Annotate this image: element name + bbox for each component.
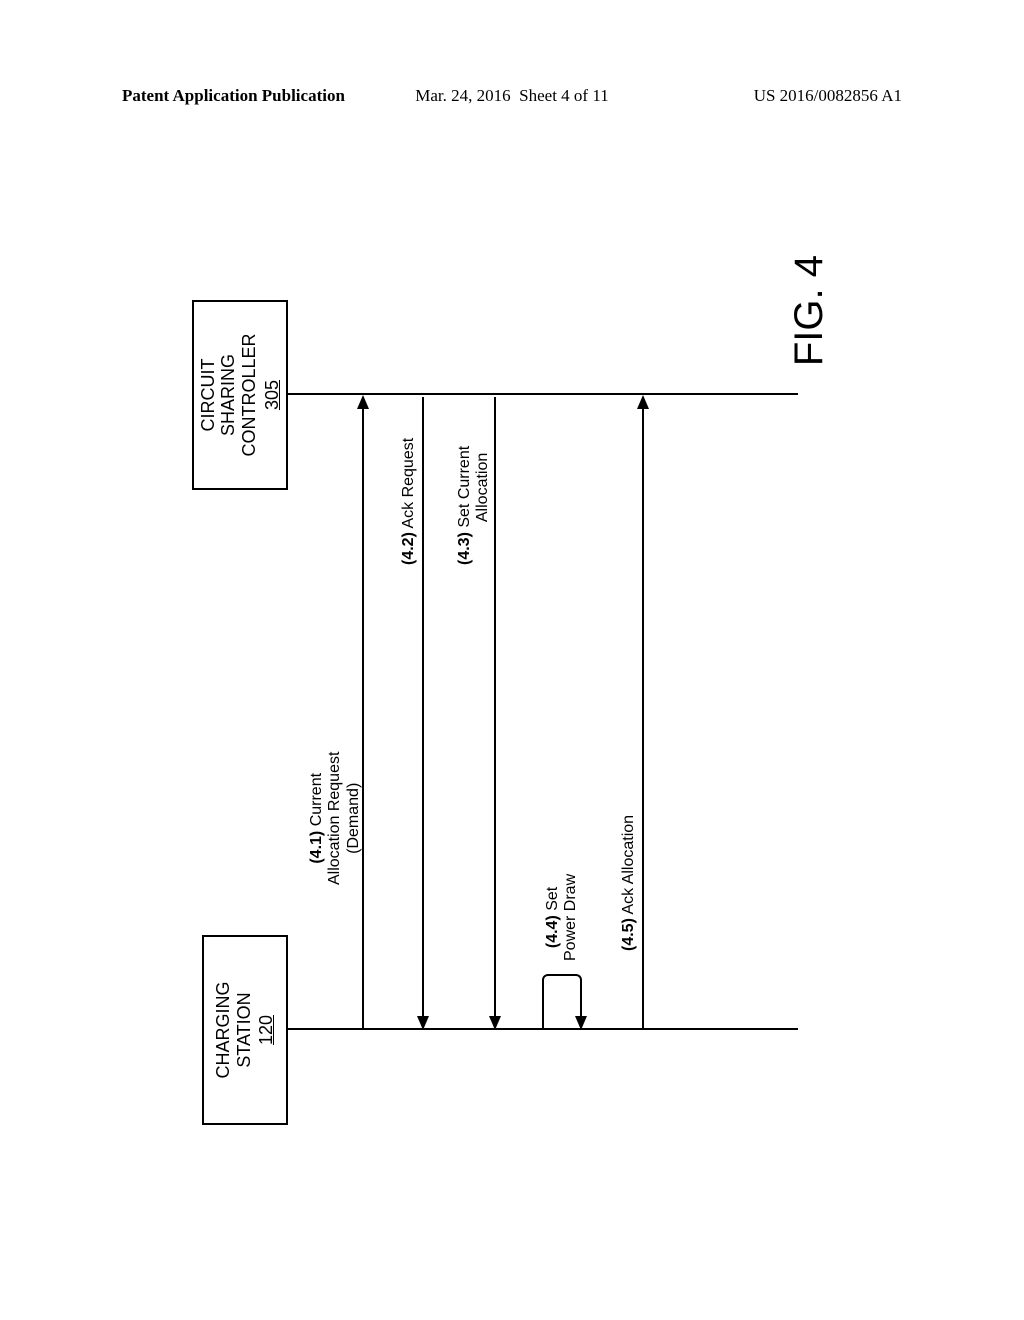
step-number: (4.1) xyxy=(308,831,325,864)
selfcall-4-4 xyxy=(542,974,582,1028)
step-number: (4.2) xyxy=(400,532,417,565)
figure-caption: FIG. 4 xyxy=(787,255,832,366)
step-number: (4.5) xyxy=(620,918,637,951)
entity-ref: 305 xyxy=(262,380,283,410)
msg-text: Allocation xyxy=(474,453,491,522)
header-date: Mar. 24, 2016 xyxy=(415,86,510,105)
msg-text: Set xyxy=(544,887,561,911)
sequence-diagram: CHARGING STATION 120 CIRCUIT SHARING CON… xyxy=(182,225,842,1205)
header-middle: Mar. 24, 2016 Sheet 4 of 11 xyxy=(415,86,608,106)
entity-ref: 120 xyxy=(256,1015,277,1045)
figure-area: CHARGING STATION 120 CIRCUIT SHARING CON… xyxy=(0,170,1024,1260)
msg-text: Set Current xyxy=(456,446,473,528)
entity-line: CONTROLLER xyxy=(239,333,260,456)
page-header: Patent Application Publication Mar. 24, … xyxy=(0,86,1024,110)
msg-text: Current xyxy=(308,773,325,826)
msg-4-3-label: (4.3) Set Current Allocation xyxy=(456,446,493,565)
entity-circuit-sharing-controller: CIRCUIT SHARING CONTROLLER 305 xyxy=(192,300,288,490)
msg-4-1-label: (4.1) Current Allocation Request (Demand… xyxy=(308,752,363,885)
header-left: Patent Application Publication xyxy=(122,86,345,106)
step-number: (4.3) xyxy=(456,532,473,565)
entity-line: SHARING xyxy=(218,354,239,436)
header-right: US 2016/0082856 A1 xyxy=(754,86,902,106)
entity-line: STATION xyxy=(234,992,255,1067)
msg-text: Power Draw xyxy=(562,874,579,961)
msg-text: Ack Allocation xyxy=(620,815,637,915)
entity-charging-station: CHARGING STATION 120 xyxy=(202,935,288,1125)
msg-4-1 xyxy=(362,397,364,1028)
msg-4-5-label: (4.5) Ack Allocation xyxy=(620,815,638,951)
msg-4-3 xyxy=(494,397,496,1028)
msg-4-2-label: (4.2) Ack Request xyxy=(400,438,418,565)
step-number: (4.4) xyxy=(544,915,561,948)
msg-4-2 xyxy=(422,397,424,1028)
msg-text: (Demand) xyxy=(345,783,362,854)
selfcall-4-4-label: (4.4) Set Power Draw xyxy=(544,874,581,961)
header-sheet: Sheet 4 of 11 xyxy=(519,86,609,105)
msg-text: Ack Request xyxy=(400,438,417,529)
msg-text: Allocation Request xyxy=(326,752,343,885)
lifeline-left xyxy=(288,1028,798,1030)
entity-line: CHARGING xyxy=(213,982,234,1079)
entity-line: CIRCUIT xyxy=(198,359,219,432)
msg-4-5 xyxy=(642,397,644,1028)
